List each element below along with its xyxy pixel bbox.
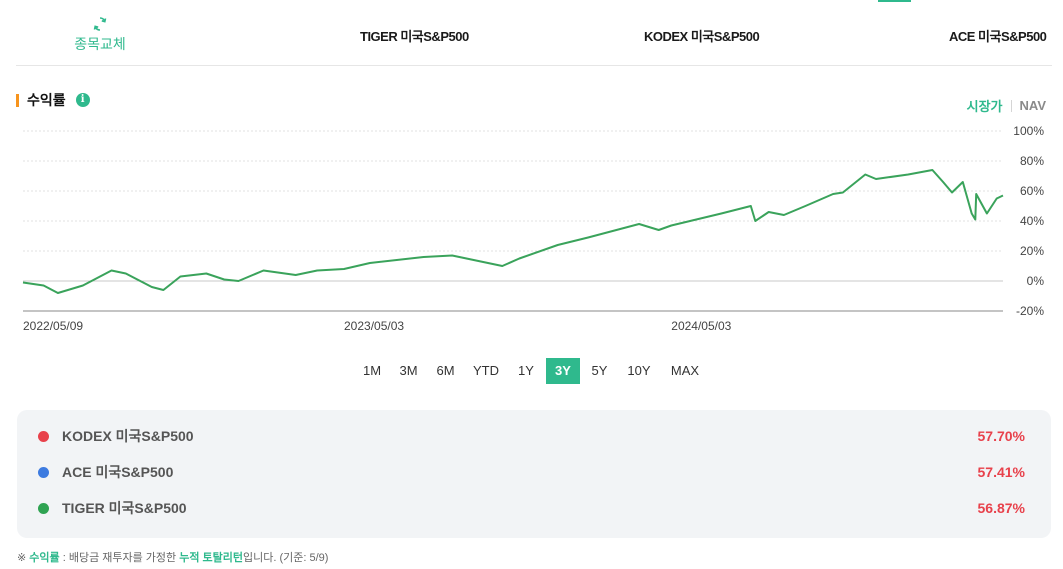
- return-value: 57.70%: [977, 428, 1025, 444]
- period-button-max[interactable]: MAX: [670, 363, 700, 378]
- returns-chart[interactable]: 100% 80% 60% 40% 20% 0% -20% 2022/05/09 2023/05/…: [0, 118, 1063, 338]
- fund-name: ACE 미국S&P500: [62, 464, 174, 480]
- x-tick-label: 2023/05/03: [344, 319, 404, 333]
- toggle-nav[interactable]: NAV: [1019, 98, 1046, 113]
- swap-funds-button[interactable]: 종목교체: [72, 16, 128, 56]
- y-tick-label: 20%: [1020, 244, 1044, 258]
- price-type-toggle: 시장가 NAV: [967, 96, 1046, 115]
- footnote: ※ 수익률 : 배당금 재투자를 가정한 누적 토탈리턴입니다. (기준: 5/…: [17, 549, 328, 565]
- series-line: [22, 169, 1004, 294]
- fund-tab-ace[interactable]: ACE 미국S&P500: [949, 29, 1047, 44]
- y-tick-label: 60%: [1020, 184, 1044, 198]
- list-item: TIGER 미국S&P500 56.87%: [17, 490, 1051, 526]
- footnote-suffix: 입니다. (기준: 5/9): [242, 552, 329, 564]
- info-icon[interactable]: i: [75, 93, 90, 107]
- return-value: 57.41%: [977, 464, 1025, 480]
- series-color-dot: [38, 466, 49, 478]
- return-value: 56.87%: [977, 500, 1025, 516]
- y-tick-label: 100%: [1013, 124, 1044, 138]
- active-indicator: [878, 0, 911, 2]
- returns-section-title: 수익률 i: [16, 92, 90, 108]
- period-button-6m[interactable]: 6M: [436, 363, 455, 378]
- toggle-divider: [1010, 99, 1012, 112]
- period-button-5y[interactable]: 5Y: [591, 363, 608, 378]
- y-tick-label: 80%: [1020, 154, 1044, 168]
- y-tick-label: 40%: [1020, 214, 1044, 228]
- fund-compare-header: 종목교체 TIGER 미국S&P500 KODEX 미국S&P500 ACE 미…: [16, 0, 1052, 66]
- x-tick-label: 2022/05/09: [23, 319, 83, 333]
- fund-name: TIGER 미국S&P500: [62, 500, 187, 516]
- title-accent-bar: [16, 93, 19, 107]
- fund-tab-kodex[interactable]: KODEX 미국S&P500: [644, 29, 760, 44]
- fund-name: KODEX 미국S&P500: [62, 428, 194, 444]
- footnote-prefix: ※: [17, 552, 30, 564]
- y-tick-label: 0%: [1027, 274, 1045, 288]
- footnote-term2: 누적 토탈리턴: [179, 552, 243, 564]
- toggle-market-price[interactable]: 시장가: [966, 99, 1003, 114]
- period-button-3m[interactable]: 3M: [399, 363, 418, 378]
- series-color-dot: [38, 502, 49, 514]
- series-color-dot: [38, 430, 49, 442]
- y-tick-label: -20%: [1016, 304, 1044, 318]
- list-item: ACE 미국S&P500 57.41%: [17, 454, 1051, 490]
- swap-label: 종목교체: [74, 36, 126, 52]
- returns-summary: KODEX 미국S&P500 57.70% ACE 미국S&P500 57.41% TI…: [17, 410, 1051, 538]
- x-tick-label: 2024/05/03: [671, 319, 731, 333]
- refresh-icon: [93, 17, 107, 31]
- period-button-10y[interactable]: 10Y: [627, 363, 651, 378]
- period-selector: 1M 3M 6M YTD 1Y 3Y 5Y 10Y MAX: [356, 358, 711, 384]
- fund-tab-tiger[interactable]: TIGER 미국S&P500: [360, 29, 469, 44]
- footnote-mid: : 배당금 재투자를 가정한: [59, 552, 180, 564]
- period-button-3y[interactable]: 3Y: [546, 358, 580, 384]
- period-button-ytd[interactable]: YTD: [473, 363, 499, 378]
- period-button-1m[interactable]: 1M: [362, 363, 382, 378]
- page-title: 수익률: [27, 92, 66, 108]
- period-button-1y[interactable]: 1Y: [518, 363, 534, 378]
- footnote-term: 수익률: [29, 552, 60, 564]
- list-item: KODEX 미국S&P500 57.70%: [17, 418, 1051, 454]
